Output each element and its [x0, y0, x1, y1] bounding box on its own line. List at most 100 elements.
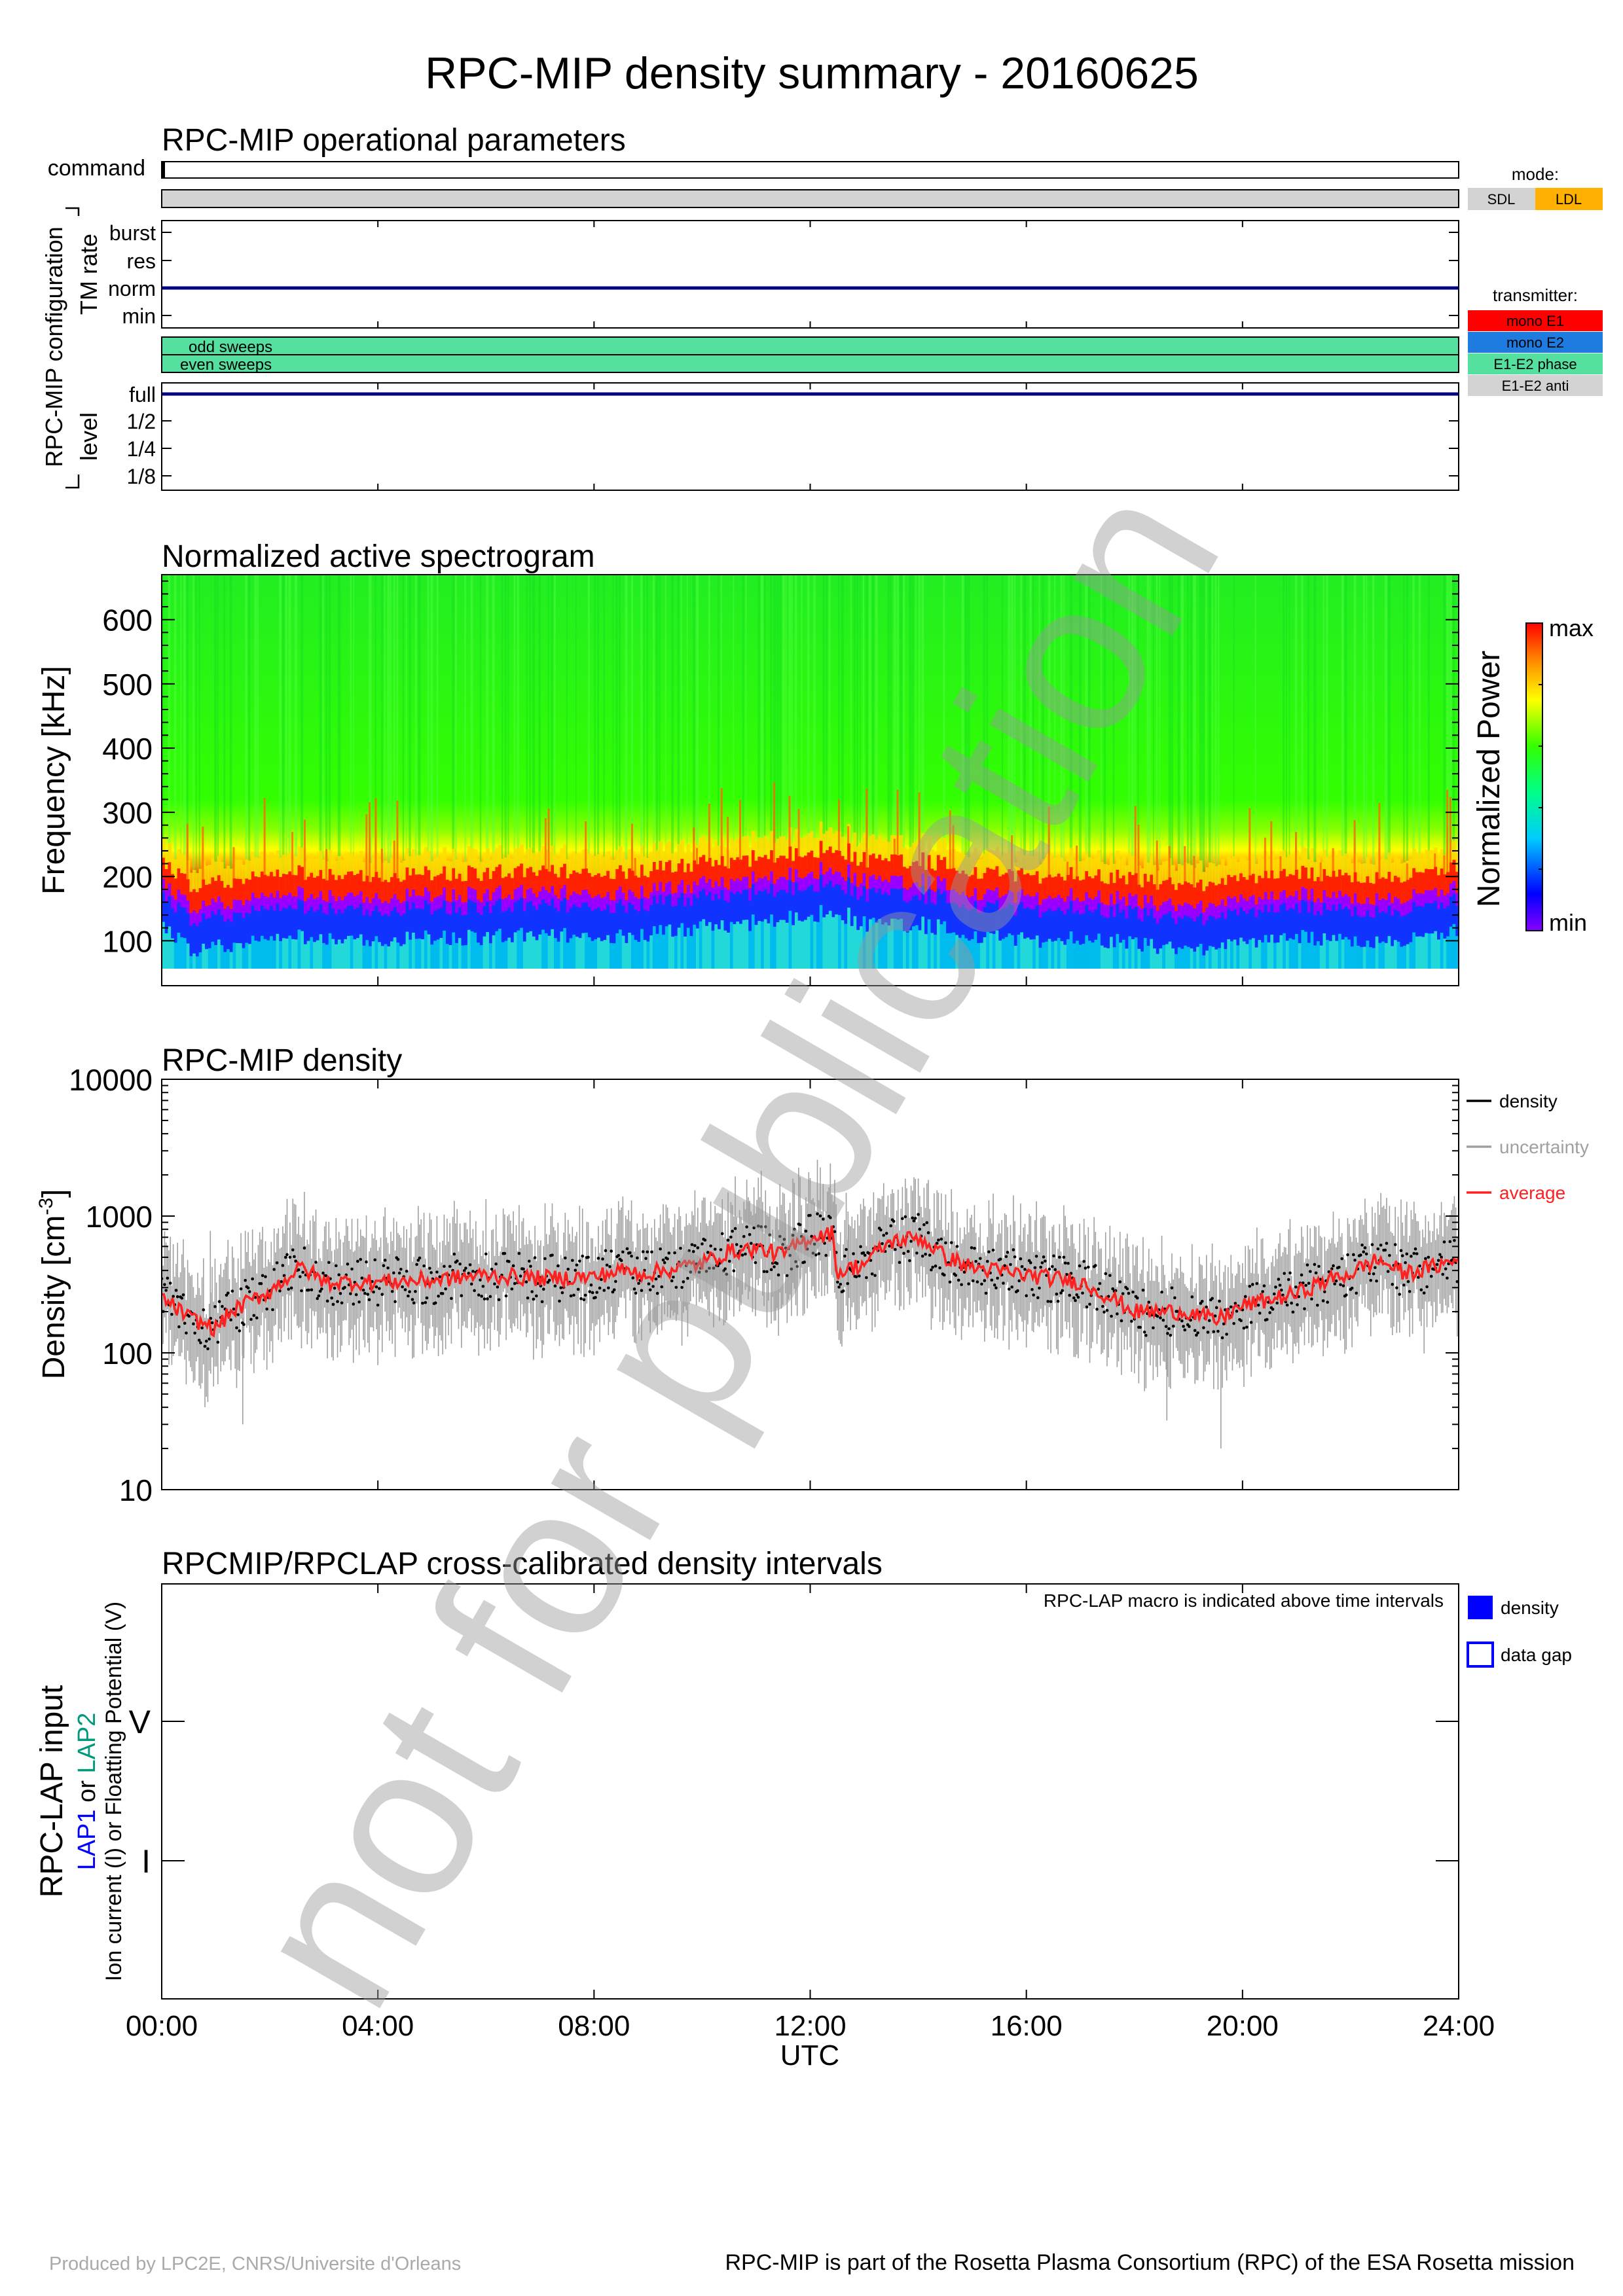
spectrogram-cell: [890, 918, 894, 969]
spectrogram-cell: [718, 865, 721, 886]
density-point: [455, 1259, 459, 1263]
spectrogram-cell: [1091, 859, 1095, 879]
density-point: [1422, 1291, 1426, 1295]
spectrogram-cell: [936, 855, 941, 876]
spectrogram-cell: [229, 922, 234, 952]
spectrogram-cell: [282, 908, 286, 939]
spectrogram-cell: [995, 930, 1000, 969]
spectrogram-cell: [828, 867, 833, 881]
spectrogram-cell: [384, 901, 388, 914]
spectrogram-cell: [714, 894, 718, 925]
spectrogram-cell: [900, 854, 903, 876]
spectrogram-cell: [970, 908, 975, 939]
spectrogram-cell: [989, 869, 993, 890]
density-point: [350, 1267, 354, 1271]
spectrogram-cell: [180, 937, 185, 969]
spectrogram-cell: [1063, 880, 1067, 902]
density-point: [1279, 1288, 1283, 1292]
spectrogram-cell: [763, 876, 768, 889]
legend-average-label: average: [1499, 1183, 1565, 1203]
spectrogram-streak: [1288, 575, 1290, 891]
spectrogram-cell: [303, 914, 308, 944]
spectrogram-cell: [526, 889, 530, 903]
spectrogram-cell: [655, 903, 660, 934]
density-point: [822, 1217, 825, 1221]
spectrogram-cell: [371, 857, 376, 878]
spectrogram-cell: [964, 938, 969, 969]
spectrogram-cell: [1078, 914, 1083, 945]
density-point: [870, 1272, 874, 1276]
spectrogram-cell: [958, 937, 962, 969]
spectrogram-cell: [1128, 872, 1133, 893]
density-point: [1383, 1248, 1387, 1252]
density-point: [1062, 1255, 1066, 1259]
spectrogram-cell: [1076, 897, 1080, 911]
spectrogram-cell: [736, 857, 740, 879]
spectrogram-cell: [1239, 894, 1243, 908]
spectrogram-cell: [603, 897, 608, 910]
spectrogram-cell: [603, 856, 608, 876]
spectrogram-spike: [918, 792, 921, 867]
density-point: [614, 1280, 617, 1283]
spectrogram-cell: [1251, 895, 1256, 908]
spectrogram-cell: [412, 849, 416, 869]
spectrogram-cell: [263, 874, 268, 897]
spectrogram-cell: [727, 868, 731, 890]
density-point: [1393, 1243, 1397, 1246]
density-point: [1135, 1296, 1139, 1300]
spectrogram-cell: [288, 905, 293, 936]
density-point: [336, 1300, 339, 1303]
density-point: [1410, 1255, 1413, 1258]
density-point: [1170, 1286, 1174, 1290]
spectrogram-cell: [924, 904, 928, 935]
spectrogram-cell: [1264, 905, 1268, 935]
spectrogram-cell: [649, 892, 653, 906]
spectrogram-cell: [767, 840, 771, 859]
spectrogram-cell: [483, 936, 487, 969]
spectrogram-cell: [668, 881, 672, 895]
spectrogram-cell: [1443, 908, 1448, 939]
legend-gap-box: [1467, 1641, 1494, 1668]
spectrogram-cell: [983, 906, 987, 938]
spectrogram-cell: [733, 840, 737, 860]
spectrogram-cell: [1029, 875, 1034, 897]
spectrogram-cell: [915, 861, 919, 882]
spectrogram-cell: [393, 937, 397, 969]
spectrogram-cell: [665, 842, 669, 863]
spectrogram-cell: [1134, 907, 1139, 938]
density-point: [519, 1274, 522, 1278]
density-point: [410, 1298, 414, 1301]
spectrogram-cell: [1362, 863, 1367, 883]
mode-sdl-swatch: [1468, 188, 1535, 210]
spectrogram-cell: [711, 888, 716, 901]
spectrogram-cell: [871, 918, 876, 969]
spectrogram-cell: [1279, 870, 1284, 893]
spectrogram-cell: [214, 914, 218, 946]
spectrogram-cell: [328, 890, 333, 903]
spectrogram-cell: [198, 922, 203, 953]
density-point: [510, 1287, 514, 1291]
spectrogram-cell: [708, 879, 712, 892]
spectrogram-cell: [1258, 897, 1262, 910]
spectrogram-cell: [1032, 874, 1036, 897]
spectrogram-cell: [443, 888, 447, 901]
spectrogram-cell: [912, 896, 916, 927]
spectrogram-cell: [260, 852, 264, 872]
spectrogram-spike: [949, 810, 951, 869]
spectrogram-cell: [810, 914, 814, 969]
spectrogram-streak: [162, 575, 164, 874]
spectrogram-cell: [477, 899, 481, 913]
density-point: [1291, 1310, 1295, 1314]
spectrogram-cell: [448, 880, 453, 903]
spectrogram-cell: [1372, 905, 1376, 918]
density-point: [396, 1257, 400, 1261]
spectrogram-cell: [1273, 912, 1277, 943]
spectrogram-cell: [659, 882, 663, 895]
density-point: [1379, 1244, 1383, 1247]
spectrogram-cell: [1338, 891, 1342, 904]
spectrogram-cell: [702, 919, 706, 969]
spectrogram-streak: [554, 575, 556, 890]
cross-ylabel-sub: Ion current (I) or Floatting Potential (…: [101, 1602, 126, 1981]
density-point: [744, 1252, 747, 1256]
spectrogram-cell: [686, 863, 691, 885]
